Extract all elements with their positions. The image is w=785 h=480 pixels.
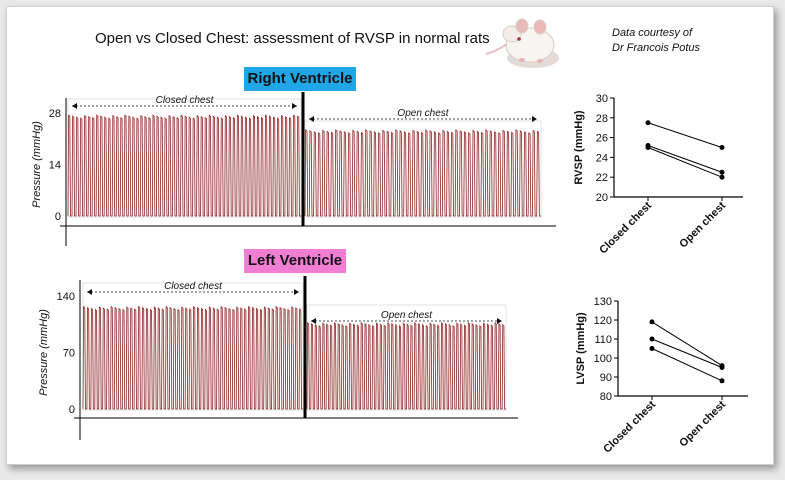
data-point — [645, 145, 651, 150]
y-tick-label: 30 — [596, 93, 608, 105]
y-tick-label: 28 — [596, 113, 608, 125]
arrow-head-right — [294, 289, 299, 295]
y-tick-label: 0 — [55, 211, 61, 223]
y-tick-label: 120 — [594, 315, 612, 327]
y-tick-label: 100 — [594, 353, 612, 365]
y-tick-label: 24 — [596, 152, 608, 164]
courtesy-note: Data courtesy of Dr Francois Potus — [612, 26, 700, 56]
lvsp-paired-panel: 80 90 100 110 120 130 LVSP (mmHg) Closed chest O… — [575, 296, 748, 456]
y-axis-title: Pressure (mmHg) — [31, 121, 43, 208]
data-point — [645, 120, 651, 126]
pressure-trace-closed — [82, 305, 303, 410]
data-point — [719, 174, 725, 180]
y-tick-label: 90 — [600, 372, 612, 384]
pair-line — [647, 145, 723, 173]
pair-line — [651, 348, 723, 382]
y-tick-label: 0 — [69, 404, 75, 416]
arrow-head-left — [87, 289, 92, 295]
span-label-closed: Closed chest — [164, 281, 223, 292]
x-tick-label-open: Open chest — [677, 199, 728, 250]
lv-trace-panel: 0 70 140 Pressure (mmHg) Closed chest Open ch… — [38, 276, 518, 440]
span-label-open: Open chest — [381, 310, 433, 321]
arrow-head-right — [292, 103, 297, 109]
y-tick-label: 22 — [596, 172, 608, 184]
pressure-trace-open — [304, 129, 541, 217]
y-tick-label: 110 — [594, 334, 612, 346]
span-label-open: Open chest — [397, 108, 449, 119]
pair-line — [647, 122, 723, 148]
courtesy-line-2: Dr Francois Potus — [612, 42, 701, 54]
lv-title: Left Ventricle — [244, 249, 346, 273]
data-point — [719, 365, 725, 370]
data-point — [719, 378, 725, 384]
data-point — [649, 319, 655, 325]
page-title: Open vs Closed Chest: assessment of RVSP… — [95, 30, 490, 47]
pressure-trace-closed — [67, 114, 301, 217]
rat-photo-icon — [485, 18, 559, 68]
y-axis-title: Pressure (mmHg) — [38, 309, 50, 396]
x-tick-label-open: Open chest — [677, 398, 728, 449]
pair-line — [651, 338, 723, 368]
y-tick-label: 140 — [57, 291, 75, 303]
y-tick-label: 14 — [49, 160, 61, 172]
data-point — [649, 336, 655, 342]
rv-trace-panel: 0 14 28 Pressure (mmHg) Closed chest Open che… — [31, 92, 556, 246]
arrow-head-left — [309, 116, 314, 122]
y-tick-label: 70 — [63, 348, 75, 360]
courtesy-line-1: Data courtesy of — [612, 27, 693, 39]
y-tick-label: 26 — [596, 133, 608, 145]
pair-line — [651, 321, 723, 367]
data-point — [719, 169, 725, 175]
arrow-head-right — [532, 116, 537, 122]
y-tick-label: 28 — [49, 108, 61, 120]
arrow-head-left — [311, 318, 316, 324]
pressure-trace-open — [306, 321, 506, 410]
arrow-head-left — [72, 103, 77, 109]
data-point — [649, 346, 655, 351]
y-tick-label: 20 — [596, 192, 608, 204]
y-tick-label: 130 — [594, 296, 612, 308]
x-tick-label-closed: Closed chest — [601, 398, 658, 455]
rvsp-paired-panel: 20 22 24 26 28 30 RVSP (mmHg) Closed chest Open … — [573, 93, 743, 257]
y-tick-label: 80 — [600, 391, 612, 403]
x-tick-label-closed: Closed chest — [597, 199, 654, 256]
span-label-closed: Closed chest — [156, 95, 215, 106]
y-axis-title: LVSP (mmHg) — [575, 312, 587, 385]
pair-line — [647, 147, 723, 178]
arrow-head-right — [497, 318, 502, 324]
y-axis-title: RVSP (mmHg) — [573, 110, 585, 185]
data-point — [719, 145, 725, 150]
rv-title: Right Ventricle — [244, 67, 356, 91]
